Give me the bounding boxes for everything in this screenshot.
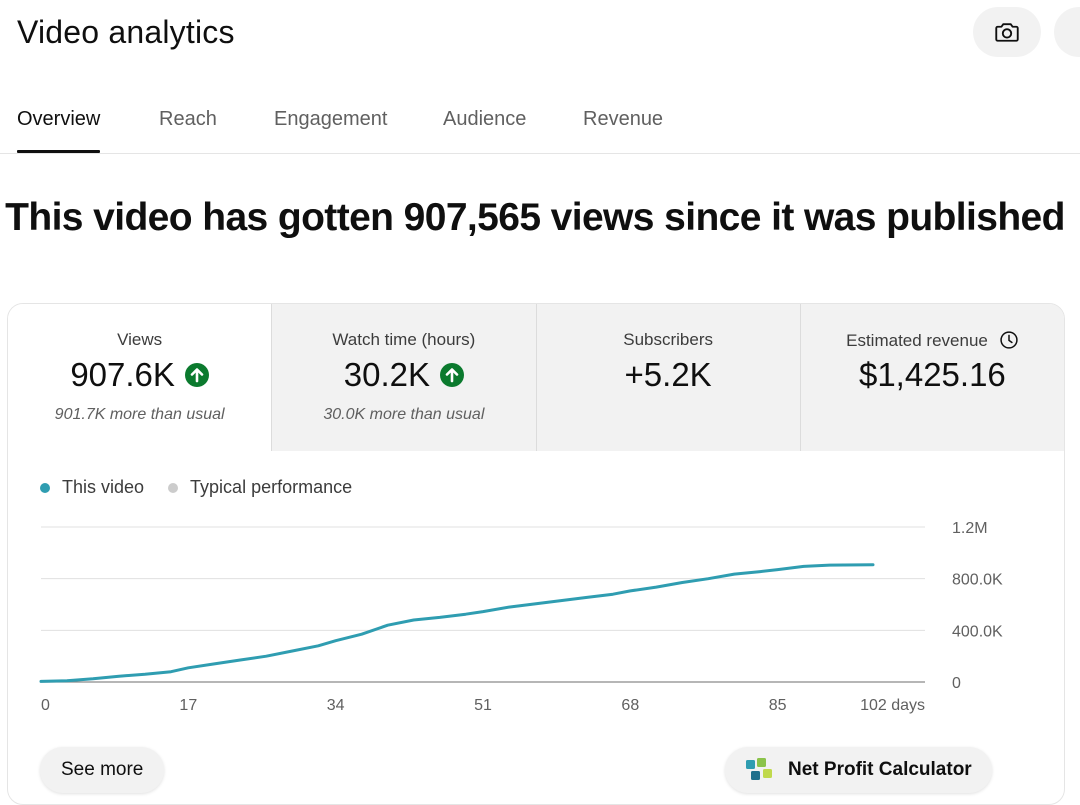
y-tick-label: 400.0K [952,623,1003,640]
metric-revenue[interactable]: Estimated revenue $1,425.16 [799,304,1064,451]
legend-label: Typical performance [190,477,353,497]
metric-label-row: Estimated revenue [801,330,1064,351]
tab-reach[interactable]: Reach [159,108,217,130]
analytics-card: Views 907.6K 901.7K more than usual Watc… [7,303,1065,805]
legend-dot [168,482,179,493]
camera-icon [995,23,1019,42]
see-more-button[interactable]: See more [40,747,165,793]
metric-subscribers[interactable]: Subscribers +5.2K [535,304,800,451]
see-more-label: See more [61,759,144,780]
x-tick-label: 0 [41,697,50,714]
y-tick-label: 0 [952,675,961,692]
x-tick-label: 34 [327,697,345,714]
legend-label: This video [62,477,145,497]
tab-audience[interactable]: Audience [443,108,527,130]
metric-value: 30.2K [343,356,430,393]
x-tick-label: 17 [179,697,197,714]
metric-value: $1,425.16 [858,356,1006,393]
tab-revenue[interactable]: Revenue [583,108,664,130]
views-headline: This video has gotten 907,565 views sinc… [5,196,1065,239]
y-tick-label: 1.2M [952,520,988,537]
page-title: Video analytics [17,14,235,50]
legend-this-video[interactable]: This video [40,477,144,498]
more-options-button[interactable] [1054,7,1080,57]
net-profit-calculator-button[interactable]: Net Profit Calculator [725,747,992,793]
x-tick-label: 102 days [860,697,925,714]
metric-value: +5.2K [624,356,712,393]
metrics-row: Views 907.6K 901.7K more than usual Watc… [8,304,1064,451]
metric-label: Estimated revenue [846,331,988,350]
y-tick-label: 800.0K [952,572,1003,589]
views-line-chart: 0 400.0K 800.0K 1.2M 0 17 34 51 68 85 102 days [39,520,1003,714]
x-tick-label: 68 [621,697,639,714]
metric-label: Views [117,330,163,349]
clock-icon [999,331,1018,349]
metric-note: 30.0K more than usual [323,406,485,423]
metric-watch-time[interactable]: Watch time (hours) 30.2K 30.0K more than… [271,304,536,451]
tab-overview[interactable]: Overview [17,107,101,153]
net-profit-calculator-label: Net Profit Calculator [788,759,972,780]
trend-up-icon [440,363,464,387]
trend-up-icon [184,363,209,387]
tab-engagement[interactable]: Engagement [274,108,388,130]
metric-views[interactable]: Views 907.6K 901.7K more than usual [8,304,272,451]
metric-label: Watch time (hours) [332,330,476,349]
legend-dot [40,482,50,493]
legend-typical-performance[interactable]: Typical performance [168,477,352,498]
chart-legend: This video Typical performance [40,477,376,498]
x-tick-label: 85 [769,697,787,714]
calculator-logo-icon [746,758,772,780]
metric-note: 901.7K more than usual [54,406,225,423]
screenshot-button[interactable] [973,7,1041,57]
metric-value: 907.6K [70,356,175,393]
tab-bar: Overview Reach Engagement Audience Reven… [0,100,1080,154]
series-line-this-video [39,563,875,683]
x-tick-label: 51 [474,697,492,714]
metric-label: Subscribers [623,330,713,349]
